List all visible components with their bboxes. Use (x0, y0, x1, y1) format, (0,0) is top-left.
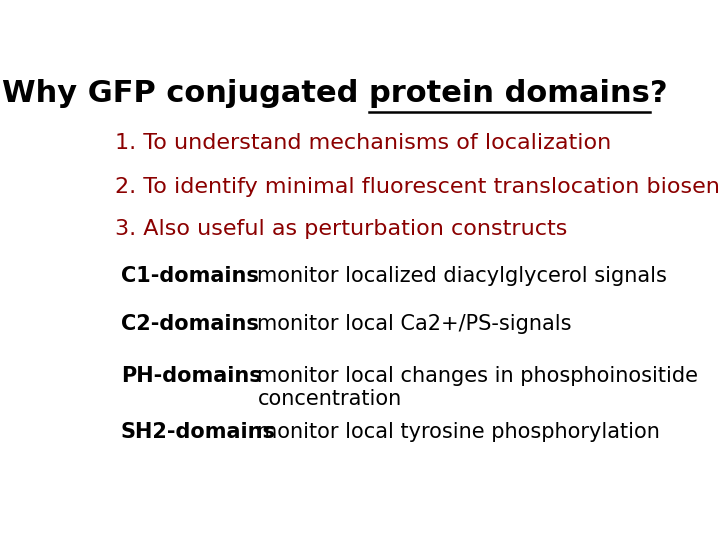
Text: C1-domains: C1-domains (121, 266, 258, 286)
Text: monitor local tyrosine phosphorylation: monitor local tyrosine phosphorylation (258, 422, 660, 442)
Text: monitor local Ca2+/PS-signals: monitor local Ca2+/PS-signals (258, 314, 572, 334)
Text: Why GFP conjugated: Why GFP conjugated (2, 79, 369, 109)
Text: 2. To identify minimal fluorescent translocation biosensors: 2. To identify minimal fluorescent trans… (115, 177, 720, 197)
Text: 3. Also useful as perturbation constructs: 3. Also useful as perturbation construct… (115, 219, 567, 239)
Text: PH-domains: PH-domains (121, 366, 261, 386)
Text: 1. To understand mechanisms of localization: 1. To understand mechanisms of localizat… (115, 133, 611, 153)
Text: monitor localized diacylglycerol signals: monitor localized diacylglycerol signals (258, 266, 667, 286)
Text: monitor local changes in phosphoinositide
concentration: monitor local changes in phosphoinositid… (258, 366, 698, 409)
Text: ?: ? (650, 79, 667, 109)
Text: C2-domains: C2-domains (121, 314, 258, 334)
Text: protein domains: protein domains (369, 79, 650, 109)
Text: SH2-domains: SH2-domains (121, 422, 276, 442)
